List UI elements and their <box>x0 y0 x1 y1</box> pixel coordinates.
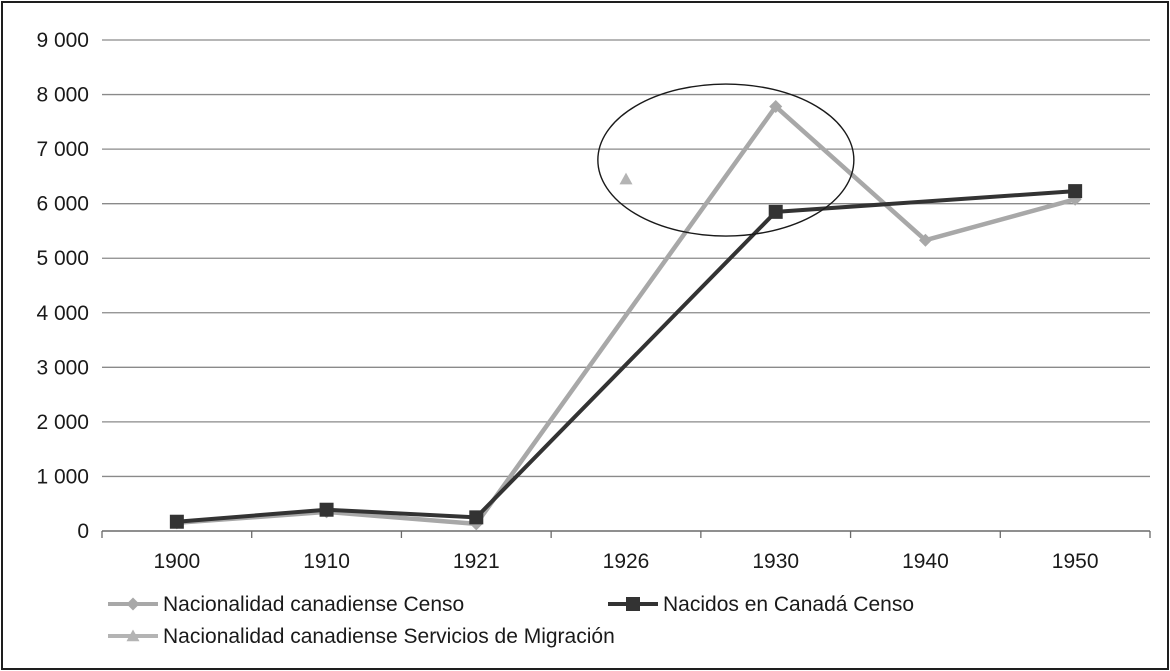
data-point-square <box>469 510 484 525</box>
data-point-diamond <box>918 233 932 247</box>
y-tick-label: 1 000 <box>36 465 89 488</box>
y-tick-label: 6 000 <box>36 193 89 216</box>
data-point-square <box>319 502 334 517</box>
x-tick-label: 1910 <box>303 550 350 573</box>
y-tick-label: 2 000 <box>36 411 89 434</box>
legend-entry: Nacionalidad canadiense Censo <box>108 593 464 616</box>
x-tick-label: 1950 <box>1052 550 1099 573</box>
legend-entry: Nacidos en Canadá Censo <box>608 593 914 616</box>
data-point-triangle <box>126 629 140 642</box>
legend-entry: Nacionalidad canadiense Servicios de Mig… <box>108 625 615 648</box>
annotations <box>597 83 855 237</box>
x-tick-label: 1930 <box>752 550 799 573</box>
series-line <box>174 189 1078 524</box>
x-tick-label: 1940 <box>902 550 949 573</box>
y-tick-label: 7 000 <box>36 138 89 161</box>
data-point-square <box>169 514 184 529</box>
y-tick-label: 0 <box>77 520 89 543</box>
x-axis: 1900 1910 1921 1926 1930 1940 1950 <box>101 530 1151 573</box>
legend-label: Nacionalidad canadiense Servicios de Mig… <box>163 625 615 648</box>
data-point-square <box>768 204 783 219</box>
legend-label: Nacidos en Canadá Censo <box>663 593 914 616</box>
data-point-diamond <box>126 597 140 611</box>
data-point-triangle <box>619 172 633 185</box>
y-tick-label: 8 000 <box>36 84 89 107</box>
y-tick-label: 3 000 <box>36 356 89 379</box>
x-tick-label: 1926 <box>603 550 650 573</box>
y-tick-label: 9 000 <box>36 29 89 52</box>
data-point-square <box>626 597 640 611</box>
series-markers <box>169 100 1083 531</box>
gridlines <box>102 39 1150 478</box>
x-tick-label: 1921 <box>453 550 500 573</box>
highlight-ellipse <box>597 83 855 237</box>
y-axis-ticks: 0 1 000 2 000 3 000 4 000 5 000 6 000 7 000 8 00… <box>36 29 89 543</box>
legend: Nacionalidad canadiense Censo Nacidos en … <box>108 593 914 648</box>
data-point-square <box>1068 184 1083 199</box>
series-line <box>174 104 1078 527</box>
y-tick-label: 4 000 <box>36 302 89 325</box>
y-tick-label: 5 000 <box>36 247 89 270</box>
x-tick-label: 1900 <box>153 550 200 573</box>
data-point-diamond <box>769 100 783 114</box>
series-lines <box>174 104 1078 527</box>
legend-label: Nacionalidad canadiense Censo <box>163 593 464 616</box>
